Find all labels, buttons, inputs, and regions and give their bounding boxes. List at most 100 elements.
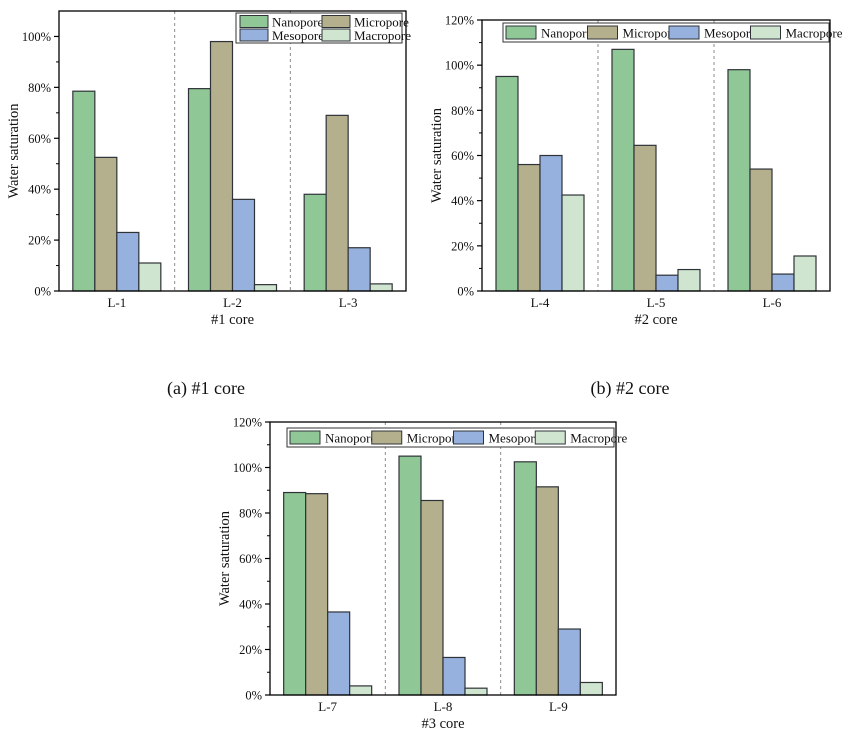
y-axis-tick-label: 60% (239, 552, 262, 566)
legend-swatch-micropore (587, 25, 618, 40)
y-axis-tick-label: 100% (445, 59, 474, 73)
y-axis-title: Water saturation (217, 510, 233, 606)
bar-macropore-l-8 (464, 687, 488, 696)
bar-macropore-l-4 (561, 194, 585, 292)
chart-b-plot: 0% 20% 40% 60% 80% 100% 120% L-4 L-5 L-6 #2 core Wa… (429, 14, 843, 329)
legend-box (502, 22, 830, 43)
chart-a-plot: 0% 20% 40% 60% 80% 100% L-1 L-2 L-3 #1 core Water … (6, 10, 411, 328)
legend-swatch-mesopore (453, 430, 484, 445)
bar-micropore-l-7 (305, 493, 329, 696)
bar-macropore-l-3 (369, 283, 393, 292)
caption-chart-a: (a) #1 core (167, 378, 245, 398)
legend-label-mesopore: Mesopore (489, 431, 541, 446)
x-axis-title: #1 core (211, 312, 254, 328)
x-axis-label: L-8 (434, 699, 453, 714)
bar-mesopore-l-8 (442, 656, 466, 696)
bar-micropore-l-1 (94, 156, 118, 292)
y-axis-tick-label: 120% (233, 416, 262, 430)
y-axis-tick-label: 100% (22, 30, 51, 44)
bar-micropore-l-5 (633, 144, 657, 292)
legend-swatch-micropore (321, 15, 351, 28)
legend-label-macropore: Macropore (354, 28, 411, 43)
legend-label-macropore: Macropore (786, 26, 843, 41)
bar-macropore-l-6 (793, 255, 817, 292)
y-axis-title: Water saturation (6, 103, 22, 199)
plot-frame (58, 10, 407, 292)
legend-label-nanopore: Nanopore (272, 15, 323, 30)
bar-nanopore-l-3 (303, 193, 327, 292)
bar-micropore-l-9 (535, 486, 559, 696)
x-axis-label: L-9 (549, 699, 568, 714)
x-axis-label: L-6 (763, 295, 782, 310)
y-axis-tick-label: 20% (451, 239, 474, 253)
y-axis-tick-label: 60% (451, 149, 474, 163)
legend-label-micropore: Micropore (623, 26, 678, 41)
x-axis-label: L-4 (531, 295, 550, 310)
plot-frame (269, 421, 617, 696)
y-axis-tick-label: 60% (28, 132, 51, 146)
legend-swatch-macropore (534, 430, 566, 445)
chart-a: 0% 20% 40% 60% 80% 100% L-1 L-2 L-3 #1 core Water … (0, 0, 430, 345)
bar-nanopore-l-4 (495, 75, 519, 292)
legend-label-micropore: Micropore (407, 431, 462, 446)
plot-frame (481, 19, 831, 292)
bar-micropore-l-3 (325, 114, 349, 292)
y-axis-tick-label: 120% (445, 14, 474, 28)
legend-swatch-mesopore (239, 28, 269, 42)
bar-mesopore-l-2 (231, 198, 256, 292)
bar-mesopore-l-6 (771, 273, 795, 292)
bar-nanopore-l-9 (513, 461, 537, 696)
x-axis-label: L-7 (318, 699, 337, 714)
bar-nanopore-l-7 (283, 491, 307, 696)
legend-label-nanopore: Nanopore (541, 26, 592, 41)
bar-mesopore-l-7 (327, 611, 351, 696)
y-axis-tick-label: 100% (233, 461, 262, 475)
y-axis-tick-label: 0% (34, 285, 51, 299)
y-axis-tick-label: 0% (245, 689, 262, 703)
legend-swatch-mesopore (668, 25, 700, 40)
bar-macropore-l-7 (349, 685, 373, 696)
y-axis-tick-label: 0% (457, 285, 474, 299)
y-axis-tick-label: 40% (28, 183, 51, 197)
y-axis-tick-label: 20% (28, 234, 51, 248)
bar-micropore-l-8 (420, 499, 444, 696)
x-axis-label: L-3 (339, 295, 358, 310)
x-axis-label: L-5 (647, 295, 666, 310)
x-axis-title: #3 core (421, 716, 464, 732)
y-axis-tick-label: 20% (239, 643, 262, 657)
bar-nanopore-l-8 (398, 455, 422, 696)
bar-macropore-l-5 (677, 268, 701, 292)
bar-mesopore-l-3 (347, 247, 371, 292)
chart-c-plot: 0% 20% 40% 60% 80% 100% 120% L-7 L-8 L-9 #3 core Wa… (217, 416, 628, 733)
chart-c: 0% 20% 40% 60% 80% 100% 120% L-7 L-8 L-9 #3 core Wa… (210, 400, 640, 741)
legend-swatch-macropore (750, 25, 781, 40)
y-axis-tick-label: 80% (451, 104, 474, 118)
legend-swatch-micropore (371, 430, 403, 445)
legend-label-micropore: Micropore (354, 15, 409, 30)
bar-micropore-l-6 (749, 168, 773, 292)
x-axis-label: L-1 (107, 295, 126, 310)
legend-label-macropore: Macropore (570, 431, 627, 446)
bar-mesopore-l-1 (116, 231, 140, 292)
legend-swatch-nanopore (289, 430, 321, 445)
bar-micropore-l-4 (517, 163, 541, 292)
y-axis-tick-label: 40% (451, 194, 474, 208)
caption-chart-b: (b) #2 core (590, 378, 670, 398)
bar-macropore-l-2 (253, 284, 278, 292)
legend-label-mesopore: Mesopore (272, 28, 324, 43)
legend-swatch-macropore (321, 28, 351, 42)
bar-mesopore-l-5 (655, 274, 679, 292)
x-axis-label: L-2 (223, 295, 242, 310)
bar-macropore-l-9 (579, 681, 603, 696)
legend-box (286, 427, 615, 448)
legend-swatch-nanopore (505, 25, 537, 40)
bar-nanopore-l-1 (72, 90, 96, 292)
bar-nanopore-l-5 (611, 48, 635, 292)
legend-swatch-nanopore (239, 15, 269, 28)
legend-label-nanopore: Nanopore (325, 431, 376, 446)
bar-mesopore-l-9 (557, 628, 581, 696)
bar-nanopore-l-6 (727, 69, 751, 292)
chart-b: 0% 20% 40% 60% 80% 100% 120% L-4 L-5 L-6 #2 core Wa… (420, 0, 845, 345)
x-axis-title: #2 core (634, 312, 677, 328)
